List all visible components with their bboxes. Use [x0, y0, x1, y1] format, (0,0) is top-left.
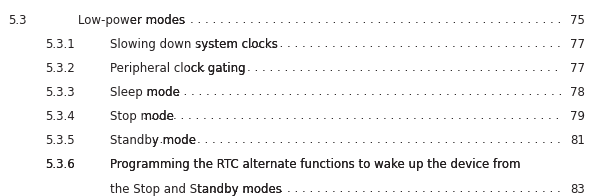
Text: the Stop and Standby modes: the Stop and Standby modes [110, 183, 282, 196]
Text: Stop mode: Stop mode [110, 110, 174, 123]
Bar [563, 99, 600, 128]
Text: 5.3.2: 5.3.2 [45, 62, 75, 75]
Text: 5.3.4: 5.3.4 [45, 110, 75, 123]
Bar [0, 27, 197, 56]
Bar [0, 173, 197, 196]
Text: 78: 78 [570, 86, 585, 99]
Text: 77: 77 [570, 62, 585, 75]
Text: Sleep mode: Sleep mode [110, 86, 180, 99]
Text: 5.3.2: 5.3.2 [45, 62, 75, 75]
Bar [0, 99, 143, 128]
Text: 5.3.5: 5.3.5 [45, 134, 74, 147]
Text: 5.3.4: 5.3.4 [45, 110, 75, 123]
Text: . . . . . . . . . . . . . . . . . . . . . . . . . . . . . . . . . . . . . . . . : . . . . . . . . . . . . . . . . . . . . … [130, 13, 600, 26]
Text: 5.3.3: 5.3.3 [45, 86, 74, 99]
Text: . . . . . . . . . . . . . . . . . . . . . . . . . . . . . . . . . . . . . . . . : . . . . . . . . . . . . . . . . . . . . … [197, 37, 600, 50]
Text: Programming the RTC alternate functions to wake up the device from: Programming the RTC alternate functions … [110, 158, 521, 171]
Text: the Stop and Standby modes: the Stop and Standby modes [110, 183, 282, 196]
Text: 78: 78 [570, 86, 585, 99]
Text: . . . . . . . . . . . . . . . . . . . . . . . . . . . . . . . . . . . . . . . . : . . . . . . . . . . . . . . . . . . . . … [197, 182, 600, 195]
Text: 5.3: 5.3 [8, 14, 26, 27]
Text: . . . . . . . . . . . . . . . . . . . . . . . . . . . . . . . . . . . . . . . . : . . . . . . . . . . . . . . . . . . . . … [187, 61, 600, 74]
Text: 79: 79 [570, 110, 585, 123]
Bar [563, 52, 600, 80]
Text: Stop mode: Stop mode [110, 110, 174, 123]
Text: 75: 75 [570, 14, 585, 27]
Text: . . . . . . . . . . . . . . . . . . . . . . . . . . . . . . . . . . . . . . . . : . . . . . . . . . . . . . . . . . . . . … [146, 85, 600, 98]
Text: Peripheral clock gating: Peripheral clock gating [110, 62, 245, 75]
Text: . . . . . . . . . . . . . . . . . . . . . . . . . . . . . . . . . . . . . . . . : . . . . . . . . . . . . . . . . . . . . … [143, 109, 600, 122]
Text: 5.3.5: 5.3.5 [45, 134, 74, 147]
Bar [0, 52, 187, 80]
Bar [563, 123, 600, 152]
Text: Low-power modes: Low-power modes [78, 14, 185, 27]
Text: 77: 77 [570, 38, 585, 51]
Bar [563, 27, 600, 56]
Text: 75: 75 [570, 14, 585, 27]
Text: 5.3: 5.3 [8, 14, 26, 27]
Text: 81: 81 [570, 134, 585, 147]
Text: 77: 77 [570, 38, 585, 51]
Text: 77: 77 [570, 62, 585, 75]
Bar [0, 75, 146, 104]
Text: 5.3.1: 5.3.1 [45, 38, 75, 51]
Text: 83: 83 [570, 183, 585, 196]
Text: 81: 81 [570, 134, 585, 147]
Text: Peripheral clock gating: Peripheral clock gating [110, 62, 245, 75]
Text: 5.3.1: 5.3.1 [45, 38, 75, 51]
Text: Slowing down system clocks: Slowing down system clocks [110, 38, 278, 51]
Text: Low-power modes: Low-power modes [78, 14, 185, 27]
Text: 79: 79 [570, 110, 585, 123]
Bar [0, 123, 152, 152]
Text: Programming the RTC alternate functions to wake up the device from: Programming the RTC alternate functions … [110, 158, 521, 171]
Bar [563, 173, 600, 196]
Text: Standby mode: Standby mode [110, 134, 196, 147]
Text: 5.3.6: 5.3.6 [45, 158, 75, 171]
Bar [563, 4, 600, 32]
Bar [563, 75, 600, 104]
Text: 5.3.6: 5.3.6 [45, 158, 75, 171]
Text: 5.3.3: 5.3.3 [45, 86, 74, 99]
Text: Standby mode: Standby mode [110, 134, 196, 147]
Bar [0, 4, 130, 32]
Text: . . . . . . . . . . . . . . . . . . . . . . . . . . . . . . . . . . . . . . . . : . . . . . . . . . . . . . . . . . . . . … [152, 133, 600, 146]
Text: Sleep mode: Sleep mode [110, 86, 180, 99]
Text: Slowing down system clocks: Slowing down system clocks [110, 38, 278, 51]
Text: 83: 83 [570, 183, 585, 196]
